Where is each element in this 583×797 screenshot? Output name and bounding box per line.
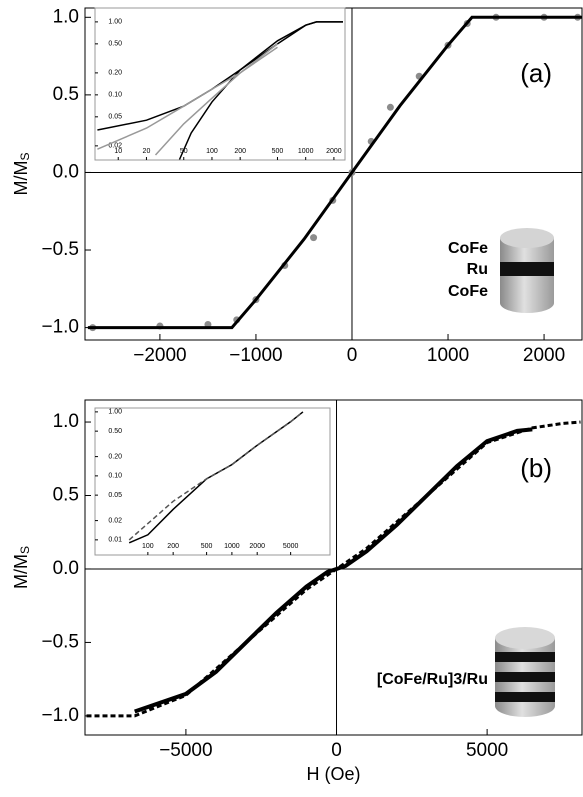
x-tick-label: −5000 — [159, 740, 212, 761]
x-tick-label: 1000 — [427, 345, 469, 366]
y-tick-label: 0.0 — [53, 558, 79, 579]
y-tick-label: 0.5 — [53, 485, 79, 506]
x-tick-label: 1000 — [224, 543, 240, 550]
x-tick-label: 500 — [201, 543, 213, 550]
y-tick-label: 1.00 — [108, 409, 122, 416]
data-line — [128, 411, 304, 541]
x-tick-label: 1000 — [298, 148, 314, 155]
y-tick-label: 0.05 — [108, 114, 122, 121]
x-tick-label: 2000 — [523, 345, 565, 366]
inset: 10 20 50 100 200 500 1000 20000.020.050.100.200… — [94, 7, 346, 161]
y-tick-label: −0.5 — [41, 239, 79, 260]
y-axis-label-main: M/M — [11, 554, 31, 589]
y-tick-label: 1.0 — [53, 411, 79, 432]
y-axis-label: M/MS — [11, 152, 32, 195]
y-tick-label: 0.10 — [108, 473, 122, 480]
data-line — [87, 15, 582, 330]
x-tick-label: 100 — [206, 148, 218, 155]
y-axis-label-subscript: S — [18, 152, 32, 160]
plot-frame — [94, 407, 331, 556]
y-tick-label: 0.20 — [108, 453, 122, 460]
panel-label: (b) — [520, 453, 552, 483]
y-axis-label-subscript: S — [18, 546, 32, 554]
data-point — [386, 103, 394, 111]
cylinder-a — [500, 228, 554, 313]
y-tick-label: 0.50 — [108, 41, 122, 48]
y-tick-label: 0.02 — [108, 143, 122, 150]
layer-label: [CoFe/Ru]3/Ru — [377, 671, 488, 688]
y-tick-label: 0.05 — [108, 492, 122, 499]
y-tick-label: 1.00 — [108, 19, 122, 26]
x-tick-label: 10 — [114, 148, 122, 155]
panel-label: (a) — [520, 58, 552, 88]
x-tick-label: 200 — [167, 543, 179, 550]
y-axis-label-main: M/M — [11, 161, 31, 196]
x-axis-label: H (Oe) — [307, 764, 361, 784]
layer-label: Ru — [467, 261, 488, 278]
x-tick-label: 100 — [142, 543, 154, 550]
data-line — [178, 21, 343, 160]
y-axis-label: M/MS — [11, 546, 32, 589]
y-tick-label: −1.0 — [41, 705, 79, 726]
x-tick-label: −1000 — [229, 345, 282, 366]
y-tick-label: 0.01 — [108, 537, 122, 544]
y-tick-label: 0.20 — [108, 70, 122, 77]
y-tick-label: −1.0 — [41, 317, 79, 338]
layer-label: CoFe — [448, 240, 488, 257]
y-tick-label: 0.50 — [108, 428, 122, 435]
x-tick-label: 200 — [234, 148, 246, 155]
x-tick-label: −2000 — [133, 345, 186, 366]
data-point — [310, 234, 318, 242]
y-tick-label: 0.02 — [108, 517, 122, 524]
y-tick-label: 1.0 — [53, 6, 79, 27]
y-tick-label: 0.5 — [53, 84, 79, 105]
x-tick-label: 0 — [347, 345, 358, 366]
x-tick-label: 0 — [331, 740, 342, 761]
y-tick-label: 0.10 — [108, 92, 122, 99]
y-tick-label: 0.0 — [53, 161, 79, 182]
inset: 100 200 500 1000 2000 5000 0.01 0.02 0.05 0.10 0.2… — [94, 407, 331, 556]
data-line — [154, 43, 278, 156]
cylinder-b — [495, 627, 555, 717]
x-tick-label: 2000 — [249, 543, 265, 550]
x-tick-label: 20 — [143, 148, 151, 155]
x-tick-label: 500 — [272, 148, 284, 155]
y-tick-label: −0.5 — [41, 631, 79, 652]
layer-label: CoFe — [448, 283, 488, 300]
x-tick-label: 2000 — [326, 148, 342, 155]
x-tick-label: 5000 — [466, 740, 508, 761]
x-tick-label: 5000 — [283, 543, 299, 550]
